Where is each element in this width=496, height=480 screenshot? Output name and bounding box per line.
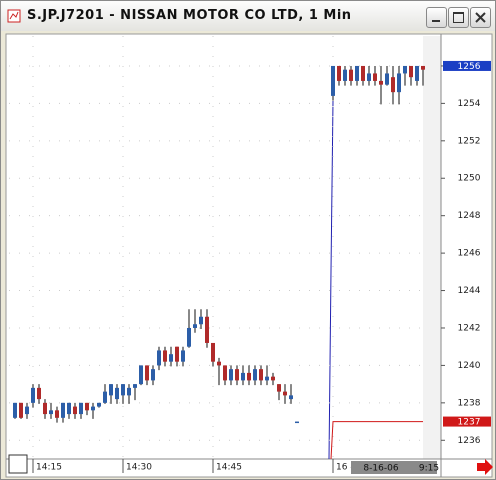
chart: 1236 1238 1240 1242 1244 1246 1248 1250 1252 1254… (5, 33, 493, 478)
candle-body (61, 402, 65, 418)
candle-body (253, 369, 257, 381)
candle-body (163, 350, 167, 362)
candle-body (343, 69, 347, 81)
candle-body (391, 77, 395, 93)
candle-body (127, 387, 131, 396)
reference-line (330, 421, 423, 460)
candle-body (169, 354, 173, 362)
candle-body (415, 65, 419, 81)
candle-body (283, 391, 287, 396)
candle-body (361, 65, 365, 81)
maximize-button[interactable] (448, 7, 469, 28)
candle-body (247, 372, 251, 381)
candle-body (31, 387, 35, 403)
y-tick-label: 1250 (458, 174, 481, 184)
candle-body (139, 365, 143, 385)
session-gap-line (328, 100, 334, 460)
candle-body (67, 402, 71, 415)
candle-body (109, 384, 113, 396)
y-tick-label: 1242 (458, 323, 481, 333)
candle-body (25, 406, 29, 415)
candle-body (121, 384, 125, 396)
candle-body (367, 73, 371, 81)
candle-body (235, 369, 239, 381)
candle-body (205, 316, 209, 343)
candle-body (145, 365, 149, 381)
price-marker (443, 60, 491, 71)
title-bar: S.JP.J7201 - NISSAN MOTOR CO LTD, 1 Min (1, 1, 495, 31)
y-tick-label: 1240 (458, 361, 481, 371)
candle-body (79, 402, 83, 415)
price-marker-label: 1237 (458, 418, 481, 428)
candle-body (85, 402, 89, 411)
candle-body (211, 342, 215, 362)
date-label: 8-16-06 (363, 464, 398, 474)
right-margin (423, 36, 441, 459)
candle-body (277, 384, 281, 392)
candle-body (421, 65, 425, 70)
date-box (351, 461, 437, 474)
y-tick-label: 1238 (458, 398, 481, 408)
candle-body (379, 80, 383, 85)
candle-body (13, 402, 17, 418)
candle-body (37, 387, 41, 400)
minimize-button[interactable] (426, 7, 447, 28)
candle-body (295, 421, 299, 424)
candle-body (349, 69, 353, 81)
candle-body (193, 324, 197, 328)
candle-body (115, 387, 119, 400)
candle-body (397, 73, 401, 93)
candle-body (241, 372, 245, 381)
price-marker (443, 416, 491, 427)
y-tick-label: 1254 (458, 99, 481, 109)
candle-body (223, 365, 227, 381)
close-button[interactable] (470, 7, 491, 28)
candle-body (229, 369, 233, 381)
candle-body (19, 402, 23, 418)
candle-body (385, 73, 389, 85)
candle-body (403, 65, 407, 74)
y-tick-label: 1246 (458, 249, 481, 259)
window-title: S.JP.J7201 - NISSAN MOTOR CO LTD, 1 Min (27, 8, 352, 23)
candle-body (289, 395, 293, 400)
candle-body (151, 369, 155, 381)
y-tick-label: 1236 (458, 436, 481, 446)
candle-body (259, 369, 263, 381)
y-tick-label: 1252 (458, 136, 481, 146)
candle-body (157, 350, 161, 366)
candle-body (55, 410, 59, 418)
chart-frame (5, 33, 493, 478)
y-tick-label: 1248 (458, 211, 481, 221)
time-label: 9:15 (419, 464, 439, 474)
price-marker-label: 1256 (458, 62, 481, 72)
candle-body (103, 391, 107, 403)
x-tick-label: 14:30 (126, 463, 152, 473)
candle-body (73, 406, 77, 415)
candle-body (373, 73, 377, 81)
candle-body (97, 402, 101, 407)
candle-body (331, 65, 335, 96)
candle-body (217, 361, 221, 366)
candle-body (355, 65, 359, 81)
candle-body (43, 402, 47, 415)
app-icon (7, 9, 21, 23)
candle-body (337, 65, 341, 81)
scroll-arrow[interactable] (477, 459, 493, 475)
corner-box[interactable] (8, 454, 28, 474)
candle-body (199, 316, 203, 325)
candle-body (181, 350, 185, 362)
y-tick-label: 1244 (458, 286, 481, 296)
candle-body (133, 384, 137, 388)
x-tick-label: 14:15 (36, 463, 62, 473)
candle-body (271, 376, 275, 381)
candle-body (175, 346, 179, 362)
candle-body (409, 65, 413, 78)
x-tick-label: 14:45 (216, 463, 242, 473)
candle-body (91, 406, 95, 411)
candle-body (265, 376, 269, 381)
candle-body (49, 410, 53, 415)
candle-body (187, 327, 191, 347)
